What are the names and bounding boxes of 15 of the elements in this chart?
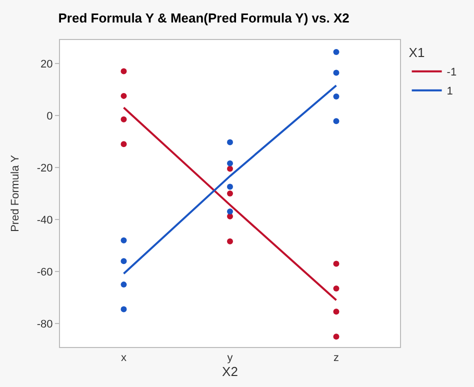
y-tick-label: -80	[36, 318, 53, 330]
y-tick-label: 0	[46, 110, 53, 122]
chart-title: Pred Formula Y & Mean(Pred Formula Y) vs. X2	[58, 10, 350, 26]
x-tick-label: z	[334, 352, 339, 364]
x-tick-label: y	[227, 352, 234, 364]
legend-title: X1	[408, 44, 425, 60]
y-tick-label: -60	[36, 266, 53, 278]
y-tick-label: -40	[36, 214, 53, 226]
y-tick-label: 20	[40, 58, 53, 70]
y-tick-label: -20	[36, 162, 53, 174]
x-axis-title: X2	[222, 364, 238, 380]
legend-label: 1	[446, 86, 453, 98]
x-tick-label: x	[121, 352, 127, 364]
y-axis-title: Pred Formula Y	[10, 154, 22, 232]
legend-label: -1	[446, 66, 457, 79]
